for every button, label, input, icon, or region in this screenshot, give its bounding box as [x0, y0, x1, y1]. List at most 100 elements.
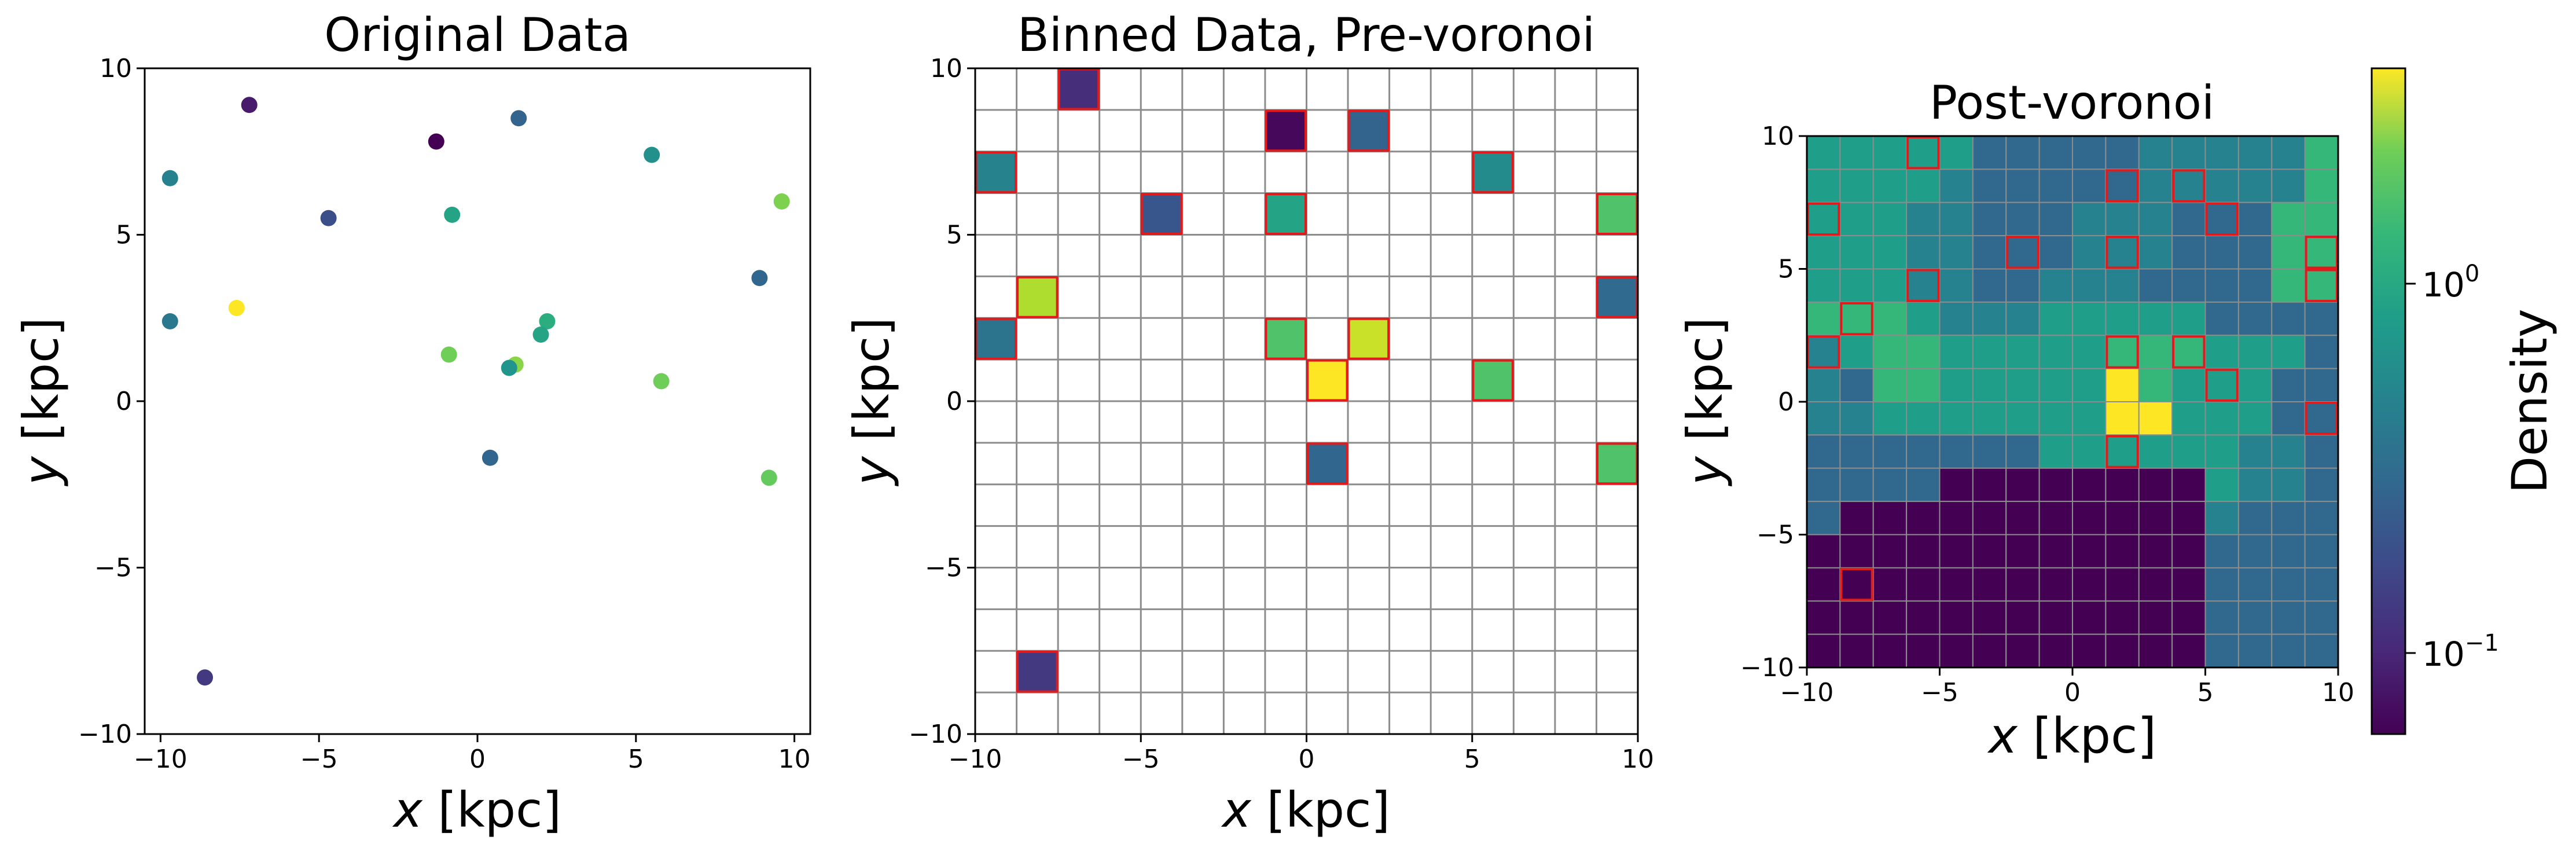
- voronoi-cell: [2105, 368, 2140, 402]
- voronoi-cell: [1806, 335, 1841, 369]
- voronoi-cell: [2005, 600, 2040, 635]
- scatter-point: [241, 97, 258, 113]
- voronoi-cell: [2171, 501, 2206, 535]
- voronoi-cell: [1972, 235, 2007, 270]
- voronoi-cell: [2072, 135, 2107, 170]
- voronoi-cell: [2105, 135, 2140, 170]
- voronoi-cell: [2005, 335, 2040, 369]
- voronoi-cell: [2237, 467, 2273, 502]
- voronoi-cell: [2304, 268, 2339, 303]
- voronoi-cell: [2271, 368, 2306, 402]
- x-tick-label: 5: [628, 744, 644, 774]
- scatter-point: [532, 327, 549, 343]
- voronoi-cell: [2105, 168, 2140, 203]
- axes: −10 −5 0 5 10 −10 −5 0 5 10: [909, 54, 1654, 774]
- voronoi-cell: [2304, 368, 2339, 402]
- voronoi-cell: [2304, 600, 2339, 635]
- voronoi-cell: [2072, 268, 2107, 303]
- voronoi-cell: [1939, 268, 1974, 303]
- voronoi-cell: [2105, 268, 2140, 303]
- voronoi-cell: [1972, 368, 2007, 402]
- scatter-marks: [161, 97, 790, 686]
- voronoi-cell: [1939, 434, 1974, 469]
- y-tick-label: 5: [1778, 255, 1794, 284]
- voronoi-cell: [2138, 335, 2173, 369]
- voronoi-cell: [1906, 567, 1941, 602]
- voronoi-cell: [2237, 567, 2273, 602]
- voronoi-cell: [2072, 434, 2107, 469]
- voronoi-cell: [2304, 301, 2339, 336]
- voronoi-cell: [2271, 235, 2306, 270]
- voronoi-cell: [2304, 534, 2339, 568]
- voronoi-cell: [2271, 168, 2306, 203]
- voronoi-cell: [2038, 633, 2073, 668]
- voronoi-cell: [2072, 235, 2107, 270]
- voronoi-cell: [2038, 235, 2073, 270]
- highlighted-cell: [2105, 169, 2139, 203]
- voronoi-cell: [2271, 501, 2306, 535]
- voronoi-cell: [2237, 135, 2273, 170]
- voronoi-cell: [1839, 567, 1874, 602]
- voronoi-cell: [2138, 268, 2173, 303]
- y-tick-label: −5: [925, 553, 962, 583]
- voronoi-cell: [1939, 201, 1974, 237]
- voronoi-cell: [2237, 235, 2273, 270]
- voronoi-cell: [1939, 301, 1974, 336]
- voronoi-cell: [1939, 501, 1974, 535]
- voronoi-cell: [2271, 534, 2306, 568]
- colorbar-tick-label: 100: [2422, 261, 2479, 305]
- voronoi-cell: [2237, 268, 2273, 303]
- voronoi-cell: [2038, 168, 2073, 203]
- axes: −10 −5 0 5 10 −10 −5 0 5 10: [78, 54, 810, 774]
- highlighted-cell: [2305, 236, 2338, 269]
- voronoi-cell: [2072, 567, 2107, 602]
- binned-cell: [1265, 109, 1307, 152]
- voronoi-cell: [1906, 368, 1941, 402]
- scatter-point: [444, 207, 461, 223]
- voronoi-cell: [2304, 501, 2339, 535]
- y-tick-label: 10: [100, 54, 132, 83]
- scatter-point: [440, 346, 457, 363]
- voronoi-cell: [2204, 301, 2239, 336]
- voronoi-cell: [1806, 235, 1841, 270]
- highlighted-cell: [2105, 335, 2139, 369]
- voronoi-cell: [1872, 368, 1908, 402]
- voronoi-cell: [2005, 401, 2040, 436]
- scatter-point: [653, 373, 670, 390]
- binned-cell: [1472, 359, 1514, 402]
- voronoi-cell: [2237, 168, 2273, 203]
- voronoi-cell: [2271, 135, 2306, 170]
- voronoi-cell: [2005, 268, 2040, 303]
- voronoi-cell: [2304, 168, 2339, 203]
- voronoi-cell: [2038, 534, 2073, 568]
- voronoi-cell: [1872, 633, 1908, 668]
- voronoi-cell: [1806, 467, 1841, 502]
- voronoi-cell: [1939, 168, 1974, 203]
- voronoi-cell: [2038, 135, 2073, 170]
- binned-cell: [1016, 650, 1059, 693]
- voronoi-cell: [2005, 534, 2040, 568]
- x-tick-label: −5: [1921, 678, 1958, 707]
- x-axis-label: x [kpc]: [1221, 782, 1390, 838]
- binned-cell: [1140, 193, 1183, 235]
- voronoi-cell: [2304, 467, 2339, 502]
- x-tick-label: 5: [2197, 678, 2214, 707]
- voronoi-cell: [1939, 534, 1974, 568]
- voronoi-cell: [2105, 567, 2140, 602]
- voronoi-cell: [2304, 633, 2339, 668]
- voronoi-cell: [2204, 633, 2239, 668]
- voronoi-cell: [1972, 401, 2007, 436]
- voronoi-cell: [1806, 201, 1841, 237]
- voronoi-cell: [1906, 168, 1941, 203]
- y-axis-label: y [kpc]: [13, 317, 69, 487]
- voronoi-cell: [1972, 467, 2007, 502]
- voronoi-cell: [2171, 467, 2206, 502]
- scatter-point: [501, 360, 517, 376]
- x-tick-label: 0: [1299, 744, 1315, 774]
- voronoi-cell: [1839, 301, 1874, 336]
- voronoi-cell: [2038, 600, 2073, 635]
- binned-cell: [1472, 151, 1514, 194]
- voronoi-cell: [1939, 633, 1974, 668]
- voronoi-cell: [1839, 268, 1874, 303]
